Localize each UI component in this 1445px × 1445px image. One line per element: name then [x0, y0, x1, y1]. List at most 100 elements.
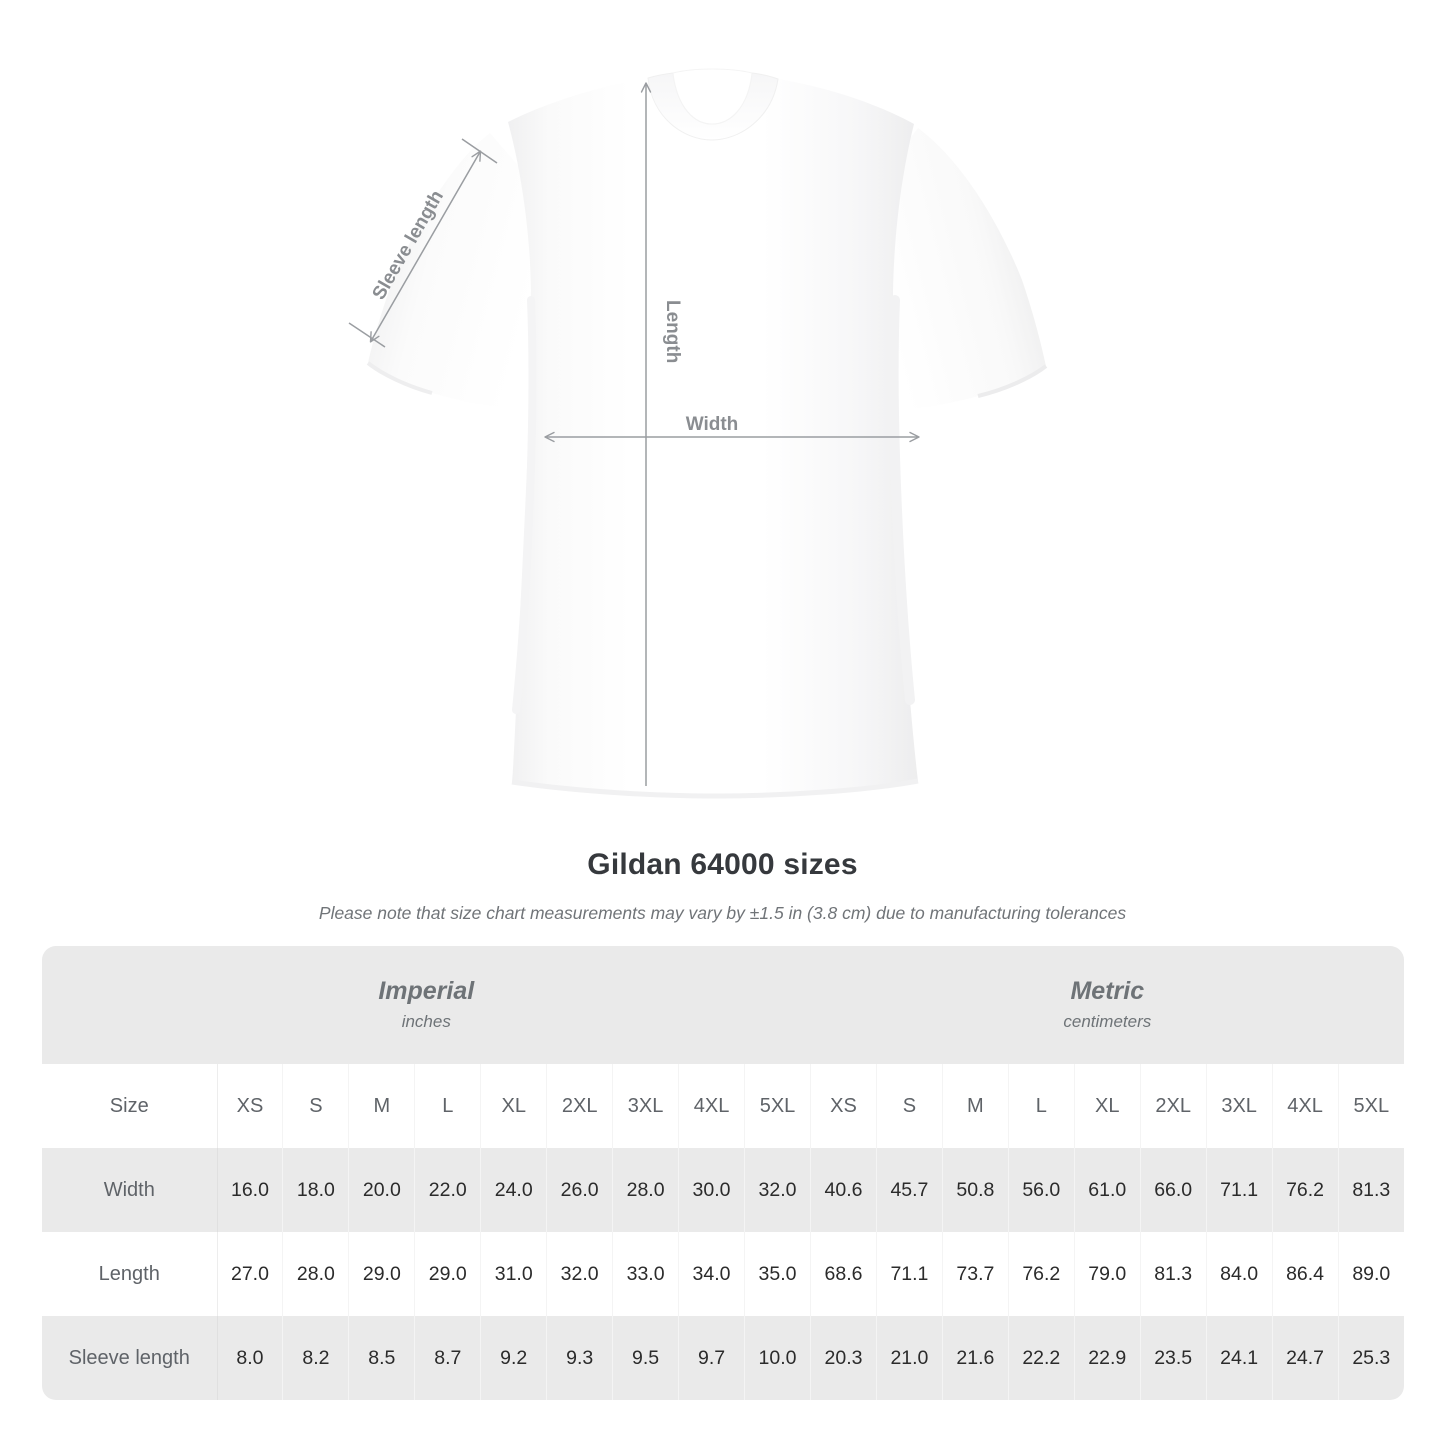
- unit-group-metric-name: Metric: [1070, 977, 1145, 1005]
- right-sleeve: [866, 128, 1046, 411]
- size-header-row: Size XS S M L XL 2XL 3XL 4XL 5XL XS S M L XL 2XL 3XL 4XL…: [42, 1064, 1405, 1148]
- table-row: Sleeve length 8.0 8.2 8.5 8.7 9.2 9.3 9.5 9.7 10…: [42, 1316, 1405, 1400]
- table-cell: 16.0: [216, 1148, 283, 1232]
- size-column-header: 4XL: [678, 1064, 745, 1148]
- row-label: Width: [42, 1148, 218, 1232]
- table-cell: 22.0: [414, 1148, 481, 1232]
- row-label: Sleeve length: [42, 1316, 218, 1400]
- size-column-header: L: [414, 1064, 481, 1148]
- unit-group-metric: Metric centimeters: [810, 946, 1405, 1064]
- table-cell: 61.0: [1073, 1148, 1141, 1232]
- table-cell: 81.3: [1139, 1232, 1207, 1316]
- table-cell: 40.6: [810, 1148, 877, 1232]
- size-column-header: XS: [216, 1064, 283, 1148]
- table-cell: 8.5: [348, 1316, 415, 1400]
- table-cell: 50.8: [941, 1148, 1009, 1232]
- tshirt-illustration: Sleeve length Length Width: [348, 68, 1048, 799]
- table-cell: 29.0: [348, 1232, 415, 1316]
- table-cell: 34.0: [678, 1232, 745, 1316]
- table-cell: 8.2: [282, 1316, 349, 1400]
- width-label: Width: [686, 414, 739, 435]
- table-cell: 79.0: [1073, 1232, 1141, 1316]
- table-cell: 66.0: [1139, 1148, 1207, 1232]
- neck-opening: [672, 68, 753, 125]
- table-cell: 56.0: [1007, 1148, 1075, 1232]
- table-cell: 28.0: [282, 1232, 349, 1316]
- tolerance-note: Please note that size chart measurements…: [318, 903, 1127, 923]
- sleeve-length-arrow: [369, 150, 482, 343]
- table-cell: 32.0: [546, 1232, 613, 1316]
- table-cell: 76.2: [1271, 1148, 1339, 1232]
- table-cell: 32.0: [743, 1148, 811, 1232]
- table-cell: 35.0: [743, 1232, 811, 1316]
- table-cell: 23.5: [1139, 1316, 1207, 1400]
- size-column-header: S: [282, 1064, 349, 1148]
- hem-line: [511, 778, 919, 799]
- width-annotation: Width: [544, 414, 920, 443]
- size-column-header: 5XL: [1337, 1064, 1405, 1148]
- unit-group-metric-sub: centimeters: [1063, 1012, 1152, 1031]
- table-cell: 10.0: [743, 1316, 811, 1400]
- table-cell: 18.0: [282, 1148, 349, 1232]
- table-cell: 81.3: [1337, 1148, 1405, 1232]
- sleeve-tick-bottom: [348, 322, 386, 348]
- size-column-header: M: [348, 1064, 415, 1148]
- size-column-header: 5XL: [743, 1064, 811, 1148]
- table-cell: 9.5: [612, 1316, 679, 1400]
- unit-group-imperial-name: Imperial: [378, 977, 475, 1005]
- size-column-header: 2XL: [546, 1064, 613, 1148]
- unit-group-imperial-sub: inches: [401, 1012, 451, 1031]
- table-cell: 45.7: [875, 1148, 943, 1232]
- size-column-header: XS: [810, 1064, 877, 1148]
- table-cell: 73.7: [941, 1232, 1009, 1316]
- tshirt-diagram: Sleeve length Length Width: [348, 68, 1048, 799]
- table-cell: 22.9: [1073, 1316, 1141, 1400]
- table-cell: 24.7: [1271, 1316, 1339, 1400]
- table-row: Length 27.0 28.0 29.0 29.0 31.0 32.0 33.0 34.0 3…: [42, 1232, 1405, 1316]
- table-cell: 30.0: [678, 1148, 745, 1232]
- table-cell: 20.3: [810, 1316, 877, 1400]
- size-column-header: 4XL: [1271, 1064, 1339, 1148]
- table-cell: 27.0: [216, 1232, 283, 1316]
- size-column-header: 3XL: [1205, 1064, 1273, 1148]
- size-column-header: L: [1007, 1064, 1075, 1148]
- table-cell: 9.7: [678, 1316, 745, 1400]
- table-row: Width 16.0 18.0 20.0 22.0 24.0 26.0 28.0 30.0 32…: [42, 1148, 1405, 1232]
- left-cuff: [366, 361, 433, 395]
- table-cell: 71.1: [1205, 1148, 1273, 1232]
- table-cell: 24.1: [1205, 1316, 1273, 1400]
- unit-header-row: Imperial inches Metric centimeters: [42, 946, 1405, 1064]
- table-cell: 33.0: [612, 1232, 679, 1316]
- table-cell: 84.0: [1205, 1232, 1273, 1316]
- table-cell: 25.3: [1337, 1316, 1405, 1400]
- body-fold-right: [888, 295, 915, 705]
- table-cell: 9.2: [480, 1316, 547, 1400]
- size-chart-table: Imperial inches Metric centimeters Size …: [42, 946, 1405, 1400]
- table-cell: 86.4: [1271, 1232, 1339, 1316]
- table-cell: 9.3: [546, 1316, 613, 1400]
- table-cell: 89.0: [1337, 1232, 1405, 1316]
- size-column-header: 2XL: [1139, 1064, 1207, 1148]
- heading-block: Gildan 64000 sizes Please note that size…: [0, 845, 1445, 928]
- table-cell: 28.0: [612, 1148, 679, 1232]
- size-column-header: 3XL: [612, 1064, 679, 1148]
- table-cell: 26.0: [546, 1148, 613, 1232]
- size-column-header: XL: [1073, 1064, 1141, 1148]
- table-cell: 21.0: [875, 1316, 943, 1400]
- table-cell: 31.0: [480, 1232, 547, 1316]
- size-header-label: Size: [42, 1064, 218, 1148]
- size-column-header: M: [941, 1064, 1009, 1148]
- size-column-header: S: [875, 1064, 943, 1148]
- shirt-shape: [366, 68, 1048, 799]
- table-cell: 68.6: [810, 1232, 877, 1316]
- row-label: Length: [42, 1232, 218, 1316]
- table-cell: 24.0: [480, 1148, 547, 1232]
- page-title: Gildan 64000 sizes: [587, 848, 858, 881]
- length-label: Length: [662, 300, 683, 363]
- body-fold-left: [512, 296, 537, 714]
- table-cell: 22.2: [1007, 1316, 1075, 1400]
- table-cell: 76.2: [1007, 1232, 1075, 1316]
- unit-group-imperial: Imperial inches: [42, 946, 811, 1064]
- table-cell: 29.0: [414, 1232, 481, 1316]
- size-chart-table-wrapper: Imperial inches Metric centimeters Size …: [42, 946, 1405, 1400]
